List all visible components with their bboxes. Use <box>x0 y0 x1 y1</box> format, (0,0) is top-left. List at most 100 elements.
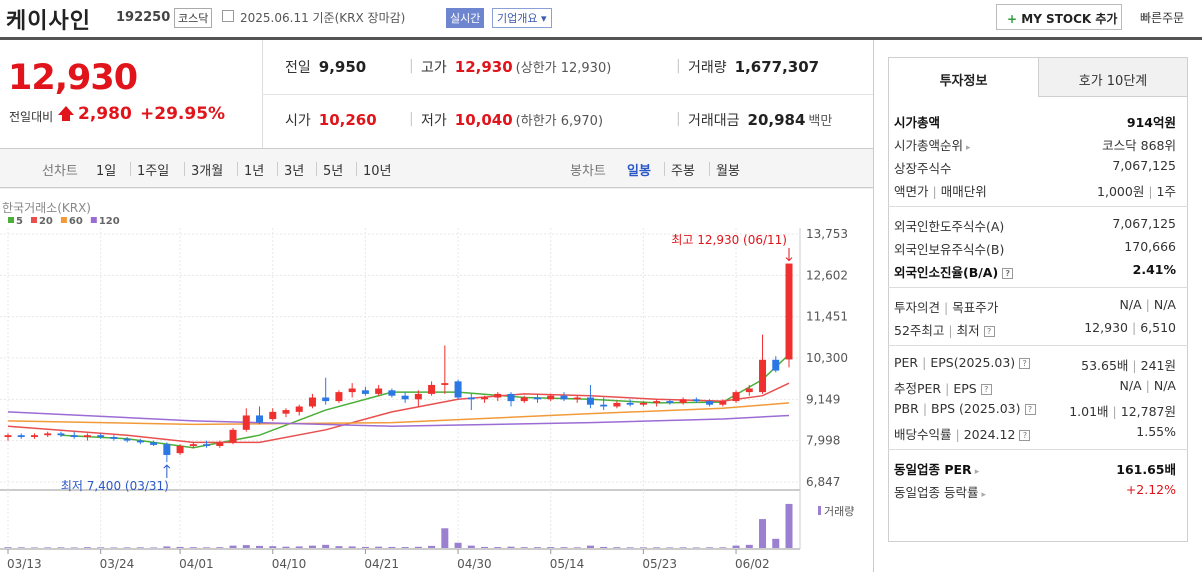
value-text: 53.65배 <box>1081 358 1129 373</box>
cell-note: 백만 <box>808 114 833 129</box>
cell-value: 12,930 <box>454 58 513 76</box>
period-button[interactable]: 3개월 <box>191 164 224 179</box>
volume-bar <box>414 546 422 548</box>
volume-bar <box>70 547 78 548</box>
period-button[interactable]: 5년 <box>323 164 344 179</box>
row-label: 상장주식수 <box>894 161 952 176</box>
separator: | <box>948 323 953 338</box>
separator: | <box>932 184 937 199</box>
volume-bar <box>308 545 316 548</box>
quote-cell: | 고가 12,930 (상한가 12,930) <box>409 57 611 77</box>
cell-value: 10,260 <box>318 111 377 129</box>
overview-button[interactable]: 기업개요 ▾ <box>492 8 552 28</box>
row-label: 매매단위 <box>940 184 987 199</box>
info-row: 외국인보유주식수(B) 170,666 <box>894 239 1182 262</box>
separator: | <box>1132 358 1137 373</box>
volume-bar <box>666 547 674 548</box>
candle-body <box>150 442 158 445</box>
volume-bar <box>4 547 12 548</box>
separator <box>664 162 665 176</box>
period-button[interactable]: 10년 <box>363 164 392 179</box>
arrow: ▸ <box>981 490 987 500</box>
separator <box>184 162 185 176</box>
period-button[interactable]: 1주일 <box>137 164 170 179</box>
info-row: 시가총액순위 ▸ 코스닥 868위 <box>894 135 1182 158</box>
volume-bar <box>759 519 767 548</box>
separator <box>130 162 131 176</box>
quote-cell: 전일 9,950 <box>285 57 366 77</box>
candle-body <box>57 433 65 436</box>
value-text: 161.65배 <box>1116 462 1176 477</box>
value-text: 241원 <box>1140 358 1176 373</box>
help-icon: ? <box>1019 430 1031 441</box>
separator: | <box>1145 297 1150 312</box>
volume-bar <box>573 547 581 548</box>
help-icon: ? <box>1019 358 1031 369</box>
separator: | <box>409 58 414 74</box>
quote-cell: | 저가 10,040 (하한가 6,970) <box>409 110 604 130</box>
period-button[interactable]: 주봉 <box>671 164 695 179</box>
row-label: 외국인한도주식수(A) <box>894 219 1005 234</box>
volume-bar <box>97 547 105 548</box>
row-label: 액면가 <box>894 184 929 199</box>
y-tick-label: 10,300 <box>806 351 848 365</box>
y-tick-label: 12,602 <box>806 268 848 282</box>
volume-bar <box>706 547 714 548</box>
tab[interactable]: 호가 10단계 <box>1038 57 1188 97</box>
row-value: N/A | N/A <box>1120 378 1176 393</box>
overview-text: 기업개요 <box>497 12 538 25</box>
up-arrow <box>62 115 70 121</box>
candle-body <box>626 402 634 405</box>
volume-bar <box>401 547 409 548</box>
period-button[interactable]: 1일 <box>96 164 117 179</box>
row-value: 53.65배 | 241원 <box>1081 355 1176 374</box>
row-value: 7,067,125 <box>1112 158 1176 173</box>
ma-line <box>7 411 790 427</box>
candle-body <box>785 263 793 360</box>
candle-body <box>229 429 237 443</box>
row-label: 시가총액순위 <box>894 138 964 153</box>
period-button[interactable]: 3년 <box>284 164 305 179</box>
x-tick-label: 05/23 <box>642 557 677 571</box>
separator: | <box>1112 404 1117 419</box>
row-label: 최저 <box>956 323 980 338</box>
value-text: N/A <box>1153 378 1176 393</box>
period-bar: 선차트 1일 1주일 3개월 1년 3년 5년 10년 봉차트 일봉 주봉 월봉 <box>0 148 873 188</box>
info-row: 외국인소진율(B/A)? 2.41% <box>894 262 1182 285</box>
period-button[interactable]: 일봉 <box>627 164 651 179</box>
candle-body <box>732 392 740 402</box>
row-label: 외국인소진율(B/A) <box>894 265 999 280</box>
row-label: 52주최고 <box>894 323 945 338</box>
volume-bar <box>335 546 343 548</box>
value-text: 7,067,125 <box>1112 158 1176 173</box>
volume-bar <box>679 547 687 548</box>
realtime-button[interactable]: 실시간 <box>446 8 485 28</box>
x-tick-label: 06/02 <box>735 557 770 571</box>
row-label: 시가총액 <box>894 115 941 130</box>
mystock-button[interactable]: + MY STOCK 추가 <box>996 4 1122 30</box>
period-button[interactable]: 1년 <box>244 164 265 179</box>
group-separator <box>888 206 1188 207</box>
volume-bar <box>229 545 237 548</box>
candle-body <box>573 397 581 400</box>
order-button[interactable]: 빠른주문 <box>1140 11 1185 25</box>
group-separator <box>888 287 1188 288</box>
candle-body <box>454 381 462 398</box>
change: 2,980 <box>78 104 132 124</box>
separator: | <box>676 58 681 74</box>
tab[interactable]: 투자정보 <box>888 57 1038 97</box>
value-text: 12,930 <box>1084 320 1128 335</box>
candle-body <box>295 406 303 412</box>
mystock-text: MY STOCK 추가 <box>1021 12 1118 26</box>
info-row: 동일업종 PER ▸ 161.65배 <box>894 459 1182 482</box>
candle-body <box>441 383 449 385</box>
candle-body <box>242 415 250 430</box>
volume-bar <box>269 546 277 548</box>
cell-note: (하한가 6,970) <box>515 114 604 129</box>
candle-body <box>414 393 422 400</box>
volume-bar <box>560 547 568 548</box>
period-button[interactable]: 월봉 <box>716 164 740 179</box>
quote-cell: | 거래량 1,677,307 <box>676 57 819 77</box>
y-tick-label: 13,753 <box>806 227 848 241</box>
